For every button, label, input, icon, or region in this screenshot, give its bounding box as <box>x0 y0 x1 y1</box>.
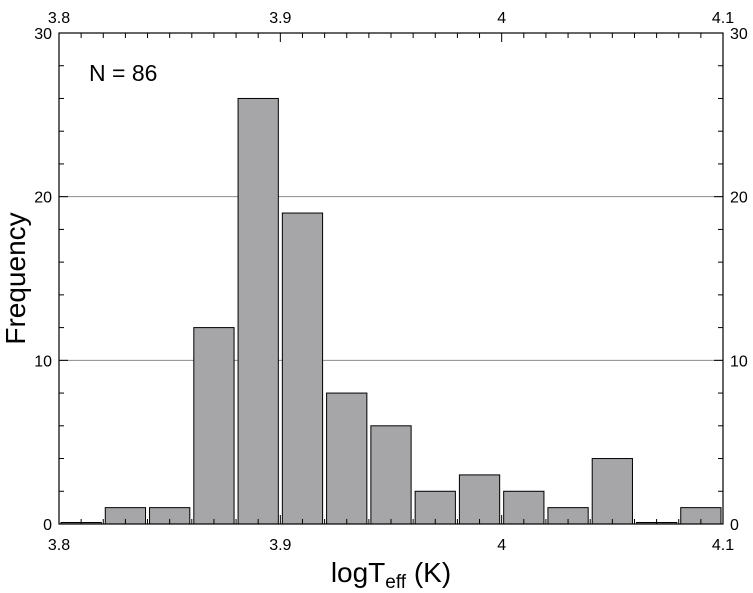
y-tick-label-left: 0 <box>43 517 52 534</box>
x-tick-label-top: 4 <box>497 10 506 27</box>
grid-layer <box>59 196 723 361</box>
y-tick-label-right: 20 <box>730 190 748 207</box>
histogram-bar <box>193 327 235 525</box>
x-axis-title-subscript: eff <box>385 572 407 588</box>
histogram-bar <box>370 425 412 525</box>
y-tick-label-right: 30 <box>730 26 748 43</box>
x-axis-title-unit: (K) <box>406 557 451 588</box>
x-axis-title-main: logT <box>331 557 385 588</box>
y-axis-title: Frequency <box>0 212 31 344</box>
x-tick-label-bottom: 4 <box>497 537 506 554</box>
x-tick-label-bottom: 3.9 <box>269 537 291 554</box>
y-tick-label-right: 10 <box>730 353 748 370</box>
x-tick-label-top: 3.8 <box>48 10 70 27</box>
bar-layer <box>60 97 722 525</box>
x-tick-label-bottom: 3.8 <box>48 537 70 554</box>
histogram-bar <box>591 458 633 525</box>
y-tick-label-left: 20 <box>34 190 52 207</box>
label-layer: 3.8 3.8 3.9 3.9 4 4 4.1 4.1 0 0 10 10 20 20 30 30 <box>34 10 748 554</box>
histogram-bar <box>281 212 324 525</box>
x-axis-title: logTeff (K) <box>331 557 451 588</box>
tick-layer <box>58 32 724 525</box>
x-tick-label-top: 3.9 <box>269 10 291 27</box>
histogram-bar <box>237 97 279 525</box>
x-tick-label-bottom: 4.1 <box>712 537 734 554</box>
histogram-bar <box>458 474 501 525</box>
x-tick-label-top: 4.1 <box>712 10 734 27</box>
y-tick-label-left: 30 <box>34 26 52 43</box>
y-tick-label-right: 0 <box>730 517 739 534</box>
y-tick-label-left: 10 <box>34 353 52 370</box>
sample-size-annotation: N = 86 <box>89 60 157 86</box>
histogram-bar <box>326 392 368 525</box>
